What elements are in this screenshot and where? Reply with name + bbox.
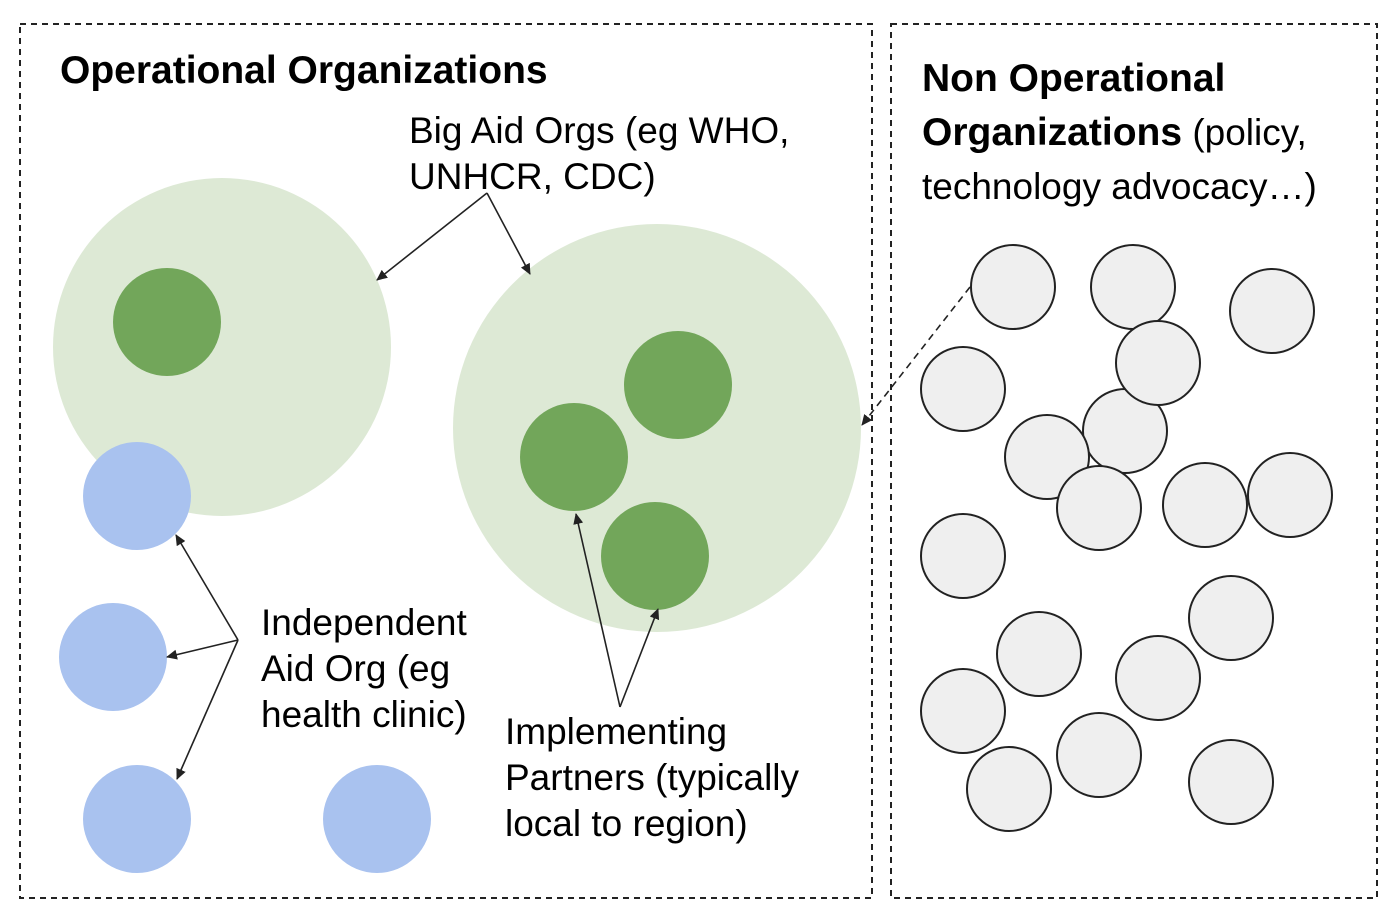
non-operational-org-circle [996, 611, 1082, 697]
operational-title: Operational Organizations [60, 49, 548, 92]
implementing-partner-circle [520, 403, 628, 511]
non-operational-org-circle [1229, 268, 1315, 354]
independent-aid-org-circle [83, 442, 191, 550]
big-aid-org-circle [53, 178, 391, 516]
implementing-arrow [619, 608, 660, 708]
non-operational-org-circle [1188, 739, 1274, 825]
non-operational-org-circle [1115, 320, 1201, 406]
implementing-label-line: local to region) [505, 803, 748, 844]
independent-arrow [176, 639, 239, 780]
non-operational-panel [890, 23, 1378, 899]
independent-label-line: Aid Org (eg [261, 648, 451, 689]
implementing-partner-circle [113, 268, 221, 376]
non-operational-org-circle [1115, 635, 1201, 721]
non-operational-dashed-arrow [861, 286, 971, 426]
implementing-label-line: Implementing [505, 711, 728, 752]
non-operational-org-circle [1056, 712, 1142, 798]
implementing-label-line: Partners (typically [505, 757, 800, 798]
big-aid-label-line: UNHCR, CDC) [409, 156, 656, 197]
implementing-arrow [573, 513, 621, 708]
non-operational-subtitle-line: technology advocacy…) [922, 166, 1317, 207]
non-operational-org-circle [1247, 452, 1333, 538]
non-operational-title-line2: Organizations [922, 111, 1183, 154]
independent-label: Independent Aid Org (eg health clinic) [261, 600, 467, 738]
independent-label-line: Independent [261, 602, 467, 643]
implementing-label: Implementing Partners (typically local t… [505, 709, 799, 847]
non-operational-org-circle [920, 668, 1006, 754]
independent-aid-org-circle [59, 603, 167, 711]
non-operational-org-circle [1004, 414, 1090, 500]
independent-arrow [175, 534, 239, 641]
non-operational-org-circle [920, 346, 1006, 432]
independent-aid-org-circle [83, 765, 191, 873]
independent-arrow [166, 639, 239, 660]
non-operational-title-line1: Non Operational [922, 57, 1226, 100]
non-operational-title: Non Operational Organizations (policy, t… [922, 52, 1317, 214]
implementing-partner-circle [624, 331, 732, 439]
non-operational-org-circle [1056, 465, 1142, 551]
independent-aid-org-circle [323, 765, 431, 873]
implementing-partner-circle [601, 502, 709, 610]
big-aid-arrow [486, 192, 531, 275]
non-operational-org-circle [1188, 575, 1274, 661]
big-aid-label-line: Big Aid Orgs (eg WHO, [409, 110, 790, 151]
independent-label-line: health clinic) [261, 694, 467, 735]
non-operational-org-circle [1162, 462, 1248, 548]
big-aid-arrow [376, 192, 488, 281]
operational-panel [19, 23, 873, 899]
big-aid-label: Big Aid Orgs (eg WHO, UNHCR, CDC) [409, 108, 789, 200]
non-operational-org-circle [970, 244, 1056, 330]
non-operational-subtitle-part: (policy, [1182, 112, 1307, 153]
non-operational-org-circle [920, 513, 1006, 599]
non-operational-org-circle [966, 746, 1052, 832]
non-operational-org-circle [1090, 244, 1176, 330]
